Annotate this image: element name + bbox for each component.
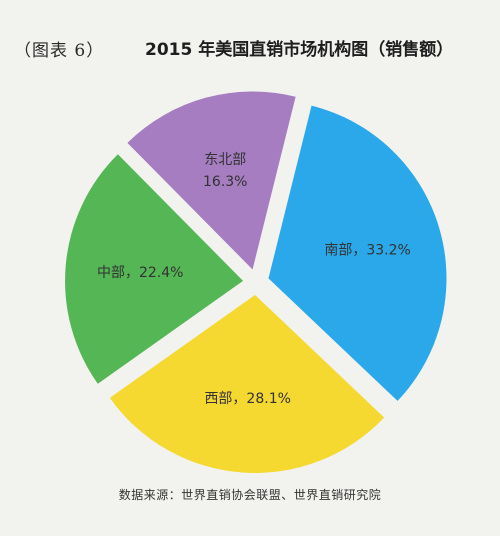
chart-title: 2015 年美国直销市场机构图（销售额） [145,40,454,60]
slice-label-2: 中部，22.4% [97,265,183,281]
pie-slice-3 [127,91,296,270]
pie-slice-0 [268,105,447,401]
slice-label-0: 南部，33.2% [324,242,410,258]
pie-slice-1 [109,294,385,473]
slice-label-3: 东北部 16.3% [203,152,247,190]
source-note: 数据来源：世界直销协会联盟、世界直销研究院 [118,488,382,502]
figure-label: （图表 6） [14,41,105,61]
slice-label-1: 西部，28.1% [204,391,290,407]
pie-slice-2 [65,154,244,384]
title-row: （图表 6） 2015 年美国直销市场机构图（销售额） [0,32,500,62]
